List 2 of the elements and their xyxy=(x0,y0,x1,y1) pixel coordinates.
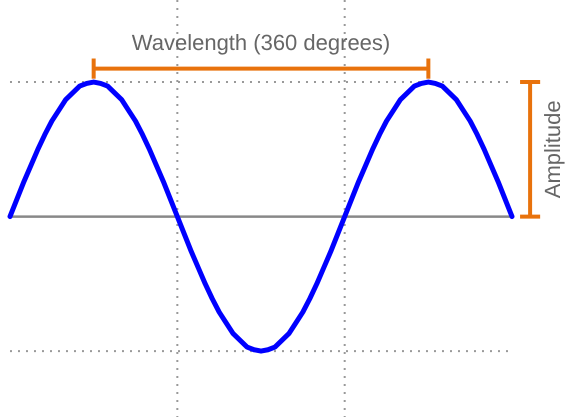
text: Wavelength (360 degrees) xyxy=(132,30,390,56)
text: Amplitude xyxy=(540,100,566,198)
